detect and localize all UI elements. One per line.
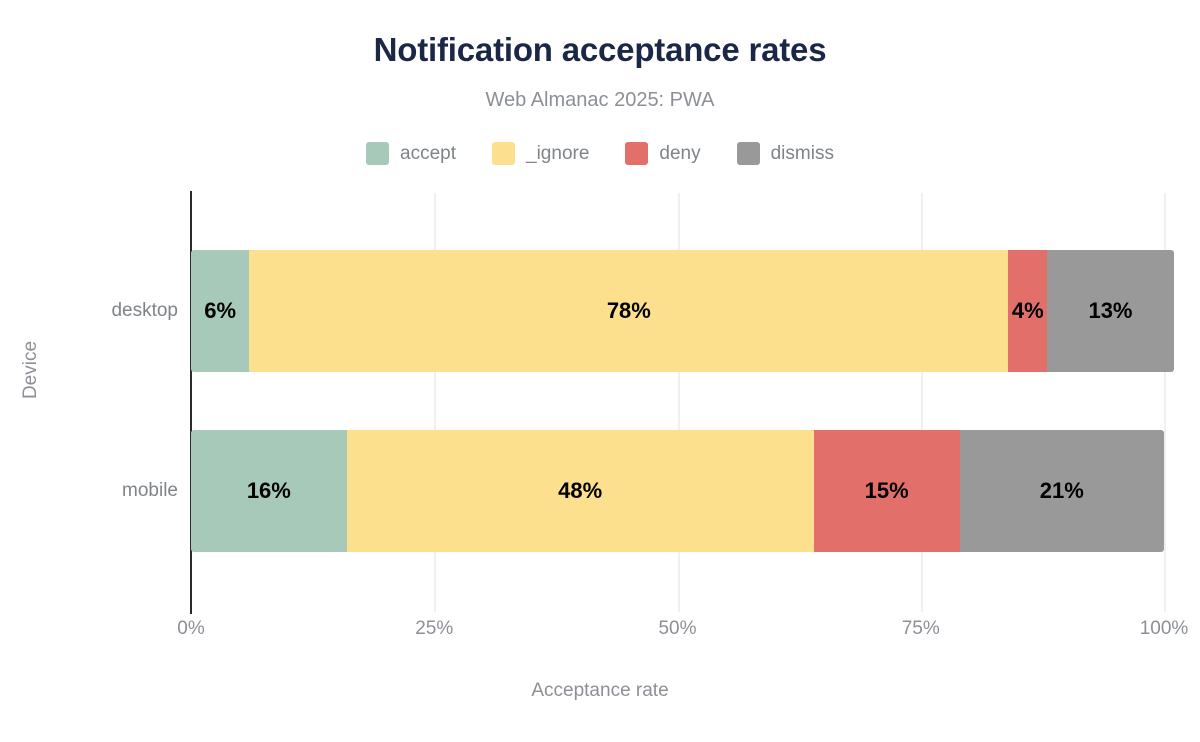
y-tick-label-mobile: mobile (122, 480, 178, 501)
bar-segment-mobile-dismiss[interactable]: 21% (959, 430, 1164, 552)
gridline (434, 193, 437, 612)
bar-segment-label: 21% (1039, 478, 1084, 503)
bar-segment-label: 16% (246, 478, 291, 503)
bar-segment-mobile-deny[interactable]: 15% (813, 430, 960, 552)
legend-item-dismiss[interactable]: dismiss (736, 142, 834, 165)
bar-segment-label: 13% (1088, 298, 1133, 323)
gridline (1164, 193, 1166, 612)
bar-segment-desktop-ignore[interactable]: 78% (249, 250, 1009, 372)
bar-segment-label: 15% (864, 478, 909, 503)
legend-swatch-icon (625, 142, 649, 165)
legend-item-ignore[interactable]: _ignore (492, 142, 589, 165)
x-tick-label: 50% (658, 618, 697, 639)
x-tick-label: 25% (415, 618, 454, 639)
x-tick-label: 75% (901, 618, 940, 639)
legend-swatch-icon (736, 142, 760, 165)
y-axis-spine (190, 191, 192, 614)
plot-area: 6% 78% 4% 13% 16% 48% 15% 21% (191, 193, 1174, 612)
bar-segment-desktop-deny[interactable]: 4% (1008, 250, 1048, 372)
gridline (677, 193, 680, 612)
x-axis-title: Acceptance rate (531, 680, 669, 701)
legend-item-accept[interactable]: accept (366, 142, 456, 165)
bar-segment-mobile-ignore[interactable]: 48% (346, 430, 814, 552)
gridline (920, 193, 923, 612)
bar-segment-desktop-accept[interactable]: 6% (191, 250, 250, 372)
legend-item-label: dismiss (770, 142, 834, 164)
chart-legend: accept _ignore deny dismiss (0, 142, 1200, 165)
bar-segment-label: 78% (606, 298, 651, 323)
chart-subtitle: Web Almanac 2025: PWA (485, 89, 715, 111)
legend-item-deny[interactable]: deny (625, 142, 701, 165)
bar-segment-label: 6% (204, 298, 237, 323)
x-tick-label: 0% (177, 618, 205, 639)
legend-item-label: accept (400, 142, 457, 164)
y-axis-title: Device (20, 340, 41, 400)
bar-row-desktop: 6% 78% 4% 13% (191, 250, 1174, 372)
bar-segment-label: 48% (558, 478, 603, 503)
legend-swatch-icon (492, 142, 516, 165)
bar-segment-mobile-accept[interactable]: 16% (191, 430, 347, 552)
legend-item-label: deny (659, 142, 701, 164)
legend-swatch-icon (366, 142, 390, 165)
y-tick-label-desktop: desktop (111, 300, 178, 321)
bar-segment-desktop-dismiss[interactable]: 13% (1047, 250, 1174, 372)
page-title: Notification acceptance rates (373, 31, 827, 68)
legend-item-label: _ignore (526, 142, 590, 164)
x-tick-label: 100% (1139, 618, 1189, 639)
bar-segment-label: 4% (1011, 298, 1044, 323)
bar-row-mobile: 16% 48% 15% 21% (191, 430, 1164, 552)
